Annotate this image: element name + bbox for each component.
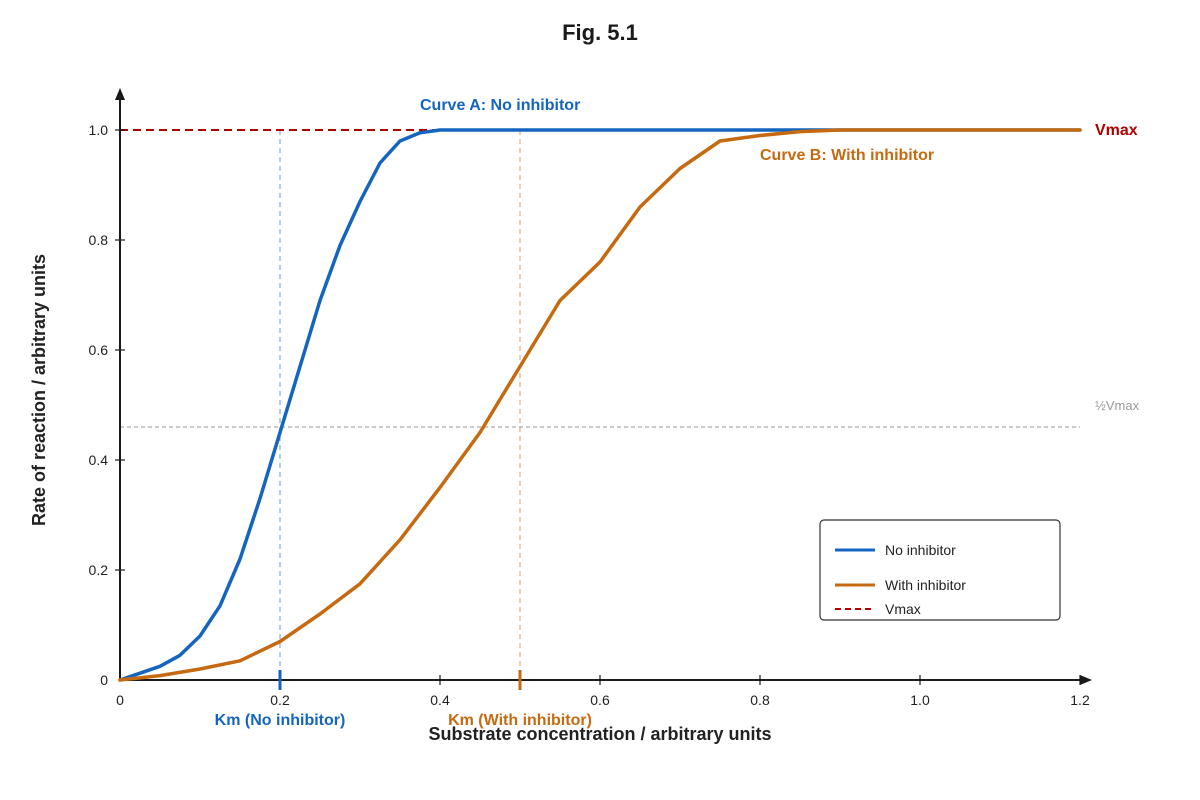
y-tick-label: 0.6 bbox=[89, 342, 109, 358]
y-tick-label: 0.8 bbox=[89, 232, 109, 248]
vmax-label: Vmax bbox=[1095, 122, 1138, 139]
x-axis-title: Substrate concentration / arbitrary unit… bbox=[428, 724, 771, 744]
half-vmax-label: ½Vmax bbox=[1095, 398, 1140, 413]
curve-a-no-inhibitor bbox=[118, 128, 1082, 682]
x-tick-label: 1.2 bbox=[1070, 692, 1090, 708]
x-tick-label: 1.0 bbox=[910, 692, 930, 708]
x-tick-label: 0.8 bbox=[750, 692, 770, 708]
reference-lines-layer bbox=[120, 129, 1080, 680]
chart-title: Fig. 5.1 bbox=[562, 20, 638, 45]
x-tick-label: 0 bbox=[116, 692, 124, 708]
legend-label-with-inhibitor: With inhibitor bbox=[885, 577, 966, 593]
km-with-inhibitor-label: Km (With inhibitor) bbox=[448, 712, 592, 729]
axes-layer: 0 0.2 0.4 0.6 0.8 1.0 1.2 0 0.2 0.4 0.6 0.8 1.0 bbox=[89, 88, 1092, 708]
series-layer bbox=[118, 128, 1082, 682]
y-tick-label: 0 bbox=[100, 672, 108, 688]
legend-label-no-inhibitor: No inhibitor bbox=[885, 542, 956, 558]
legend-box bbox=[819, 519, 1061, 621]
x-tick-label: 0.2 bbox=[270, 692, 290, 708]
y-tick-label: 0.4 bbox=[89, 452, 109, 468]
curve-a-annotation: Curve A: No inhibitor bbox=[420, 97, 580, 114]
legend: No inhibitor With inhibitor Vmax bbox=[819, 519, 1061, 621]
y-tick-label: 0.2 bbox=[89, 562, 109, 578]
legend-label-vmax: Vmax bbox=[885, 601, 921, 617]
x-tick-label: 0.4 bbox=[430, 692, 450, 708]
km-no-inhibitor-label: Km (No inhibitor) bbox=[215, 712, 346, 729]
curve-b-with-inhibitor bbox=[118, 128, 1082, 682]
x-tick-label: 0.6 bbox=[590, 692, 610, 708]
y-axis-title: Rate of reaction / arbitrary units bbox=[29, 254, 49, 526]
curve-b-annotation: Curve B: With inhibitor bbox=[760, 147, 934, 164]
y-tick-label: 1.0 bbox=[89, 122, 109, 138]
